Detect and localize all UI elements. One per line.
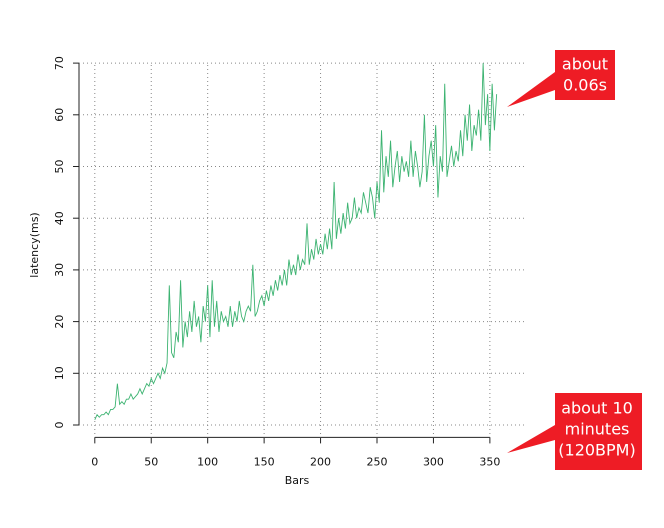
x-tick-label: 250 bbox=[367, 455, 388, 468]
y-tick-label: 0 bbox=[53, 421, 66, 428]
y-tick-label: 70 bbox=[53, 56, 66, 70]
y-tick-label: 30 bbox=[53, 263, 66, 277]
y-axis-label: latency(ms) bbox=[28, 212, 41, 277]
annotation: minutes bbox=[565, 420, 630, 439]
x-axis-label: Bars bbox=[285, 474, 310, 487]
y-tick-label: 20 bbox=[53, 315, 66, 329]
annotation: (120BPM) bbox=[558, 441, 635, 460]
x-tick-label: 150 bbox=[254, 455, 275, 468]
y-tick-label: 40 bbox=[53, 211, 66, 225]
callout-top bbox=[507, 50, 615, 107]
y-tick-label: 10 bbox=[53, 366, 66, 380]
x-tick-label: 0 bbox=[91, 455, 98, 468]
annotation: about 10 bbox=[561, 399, 633, 418]
annotation: 0.06s bbox=[563, 76, 607, 95]
y-tick-label: 60 bbox=[53, 108, 66, 122]
x-tick-label: 50 bbox=[144, 455, 158, 468]
x-tick-label: 200 bbox=[310, 455, 331, 468]
annotation: about bbox=[562, 55, 608, 74]
data-line bbox=[94, 63, 498, 421]
x-tick-label: 350 bbox=[479, 455, 500, 468]
x-tick-label: 300 bbox=[423, 455, 444, 468]
x-tick-label: 100 bbox=[197, 455, 218, 468]
callout-bottom bbox=[507, 393, 642, 470]
y-tick-label: 50 bbox=[53, 160, 66, 174]
